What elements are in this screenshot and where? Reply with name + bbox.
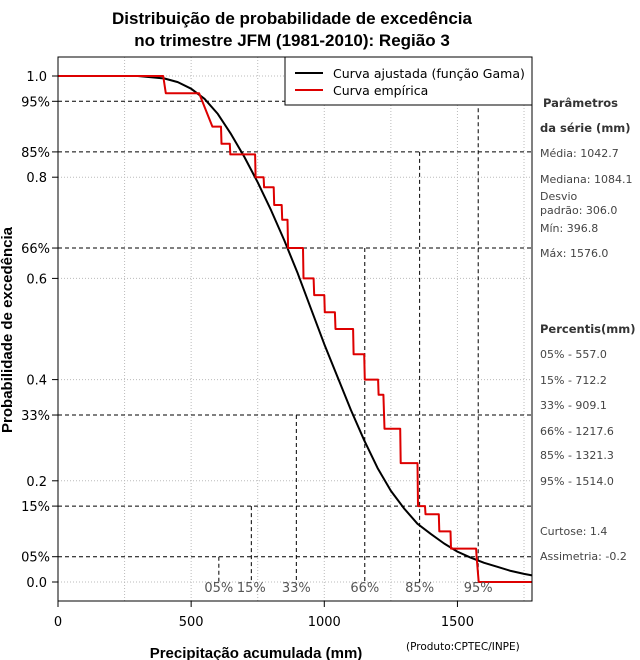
x-axis: 0 500 1000 1500 [54, 601, 474, 630]
y-pct-tick-label: 15% [21, 500, 50, 515]
y-tick-label: 0.4 [26, 374, 47, 389]
percentile-label-33%: 33% [282, 581, 311, 596]
y-pct-tick-label: 95% [21, 95, 50, 110]
chart-title-line1: Distribuição de probabilidade de excedên… [112, 9, 472, 28]
percentil-85: 85% - 1321.3 [540, 449, 614, 462]
percentil-05: 05% - 557.0 [540, 348, 607, 361]
empirical-curve [58, 75, 532, 583]
y-tick-label: 0.6 [26, 272, 47, 287]
params-title-line2: da série (mm) [540, 121, 631, 135]
percentile-label-95%: 95% [464, 581, 493, 596]
stat-max: Máx: 1576.0 [540, 247, 608, 260]
x-tick-label: 1000 [308, 615, 341, 630]
chart-title-line2: no trimestre JFM (1981-2010): Região 3 [134, 31, 450, 50]
x-axis-title: Precipitação acumulada (mm) [150, 645, 363, 660]
y-tick-label: 1.0 [26, 70, 47, 85]
params-title-line1: Parâmetros [543, 96, 618, 110]
x-tick-label: 1500 [441, 615, 474, 630]
percentile-label-66%: 66% [350, 581, 379, 596]
legend: Curva ajustada (função Gama) Curva empír… [284, 56, 533, 106]
stat-mediana: Mediana: 1084.1 [540, 173, 632, 186]
series-lines [58, 75, 533, 583]
percentile-label-85%: 85% [405, 581, 434, 596]
stat-desvio-line2: padrão: 306.0 [540, 204, 617, 217]
percentile-labels: 05% 15% 33% 66% 85% 95% [204, 581, 492, 596]
y-pct-tick-label: 33% [21, 409, 50, 424]
y-tick-label: 0.2 [26, 475, 47, 490]
percentil-66: 66% - 1217.6 [540, 425, 614, 438]
plot-area [57, 56, 533, 602]
fitted-gamma-curve [58, 75, 533, 577]
y-pct-tick-label: 66% [21, 242, 50, 257]
y-tick-label: 0.0 [26, 576, 47, 591]
stat-assimetria: Assimetria: -0.2 [540, 550, 627, 563]
percentile-guides [58, 100, 532, 582]
y-axis: 0.0 0.2 0.4 0.6 0.8 1.0 05% 15% 33% 66% 85% 95% [21, 57, 59, 601]
percentile-label-05%: 05% [204, 581, 233, 596]
x-tick-label: 500 [179, 615, 204, 630]
legend-label-fitted: Curva ajustada (função Gama) [333, 66, 525, 81]
percentis-title: Percentis(mm) [540, 322, 635, 336]
stat-media: Média: 1042.7 [540, 147, 619, 160]
x-tick-label: 0 [54, 615, 62, 630]
percentil-15: 15% - 712.2 [540, 374, 607, 387]
grid [57, 57, 532, 601]
stat-min: Mín: 396.8 [540, 222, 598, 235]
legend-box [284, 56, 533, 106]
legend-label-empirical: Curva empírica [333, 83, 428, 98]
y-pct-tick-label: 05% [21, 551, 50, 566]
statistics-panel: Parâmetros da série (mm) Média: 1042.7 M… [540, 96, 635, 563]
percentil-95: 95% - 1514.0 [540, 475, 614, 488]
y-tick-label: 0.8 [26, 171, 47, 186]
stat-curtose: Curtose: 1.4 [540, 525, 607, 538]
percentil-33: 33% - 909.1 [540, 399, 607, 412]
y-axis-title: Probabilidade de excedência [0, 226, 16, 433]
stat-desvio-line1: Desvio [540, 190, 578, 203]
percentile-label-15%: 15% [237, 581, 266, 596]
credit-text: (Produto:CPTEC/INPE) [406, 641, 520, 653]
y-pct-tick-label: 85% [21, 146, 50, 161]
